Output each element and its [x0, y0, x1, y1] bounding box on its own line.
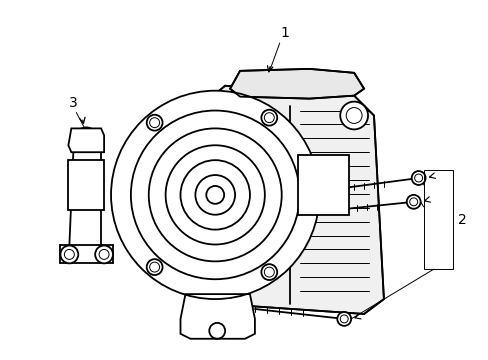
Circle shape — [111, 91, 319, 299]
Circle shape — [75, 127, 97, 149]
Polygon shape — [68, 129, 104, 152]
Circle shape — [146, 259, 162, 275]
Circle shape — [337, 312, 350, 326]
Polygon shape — [180, 294, 254, 339]
Circle shape — [101, 81, 328, 309]
Circle shape — [261, 110, 277, 126]
Text: 3: 3 — [69, 95, 78, 109]
Polygon shape — [68, 160, 104, 210]
Polygon shape — [195, 86, 383, 314]
Circle shape — [406, 195, 420, 209]
Circle shape — [411, 171, 425, 185]
Circle shape — [61, 246, 78, 264]
Bar — [423, 170, 452, 269]
Polygon shape — [230, 69, 364, 99]
Bar — [297, 155, 348, 215]
Circle shape — [261, 264, 277, 280]
Circle shape — [95, 246, 113, 264]
Circle shape — [340, 102, 367, 129]
Circle shape — [146, 115, 162, 131]
Circle shape — [80, 184, 102, 206]
Text: 1: 1 — [280, 26, 288, 40]
Text: 2: 2 — [457, 213, 466, 227]
